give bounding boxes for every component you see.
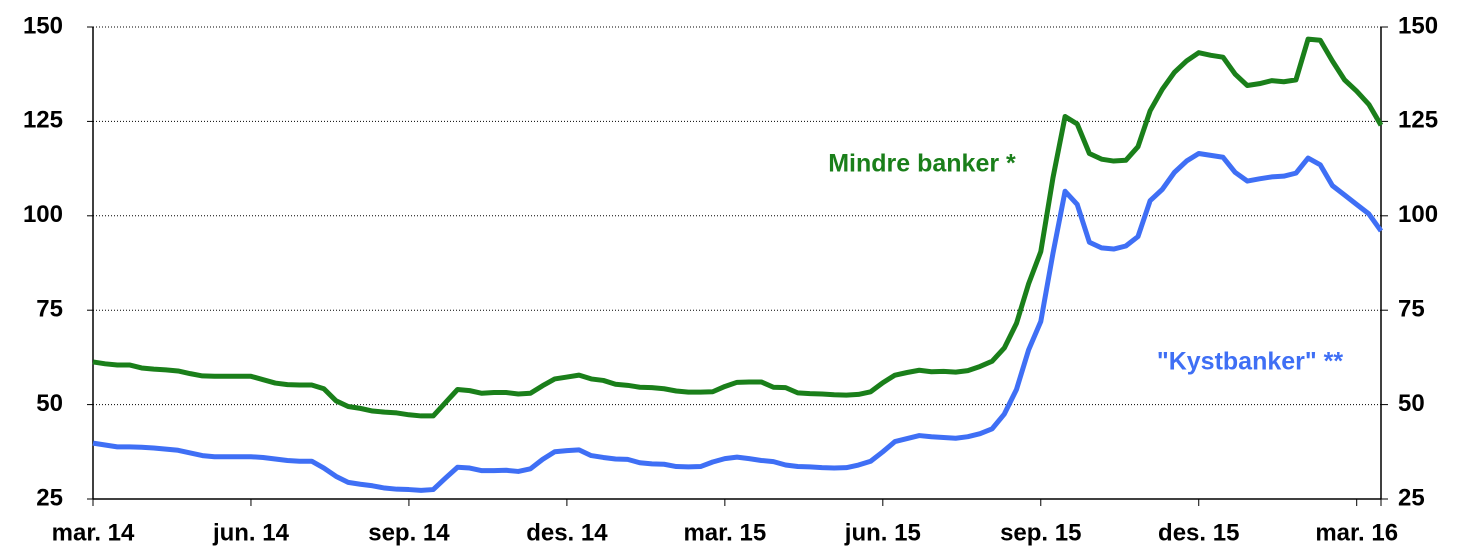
x-tick-label: mar. 15: [683, 519, 766, 546]
x-tick-label: sep. 15: [1000, 519, 1081, 546]
y-tick-label: 100: [23, 201, 63, 228]
series-line: [92, 36, 1384, 419]
x-tick-label: jun. 15: [844, 519, 921, 546]
y2-tick-label: 100: [1398, 201, 1438, 228]
y2-tick-label: 125: [1398, 107, 1438, 134]
y-tick-label: 150: [23, 12, 63, 39]
series-label: Mindre banker *: [828, 150, 1016, 178]
y2-tick-label: 75: [1398, 296, 1425, 323]
y-tick-label: 25: [36, 484, 63, 511]
x-tick-label: mar. 14: [52, 519, 135, 546]
x-tick-label: des. 15: [1158, 519, 1239, 546]
y-tick-label: 125: [23, 107, 63, 134]
y2-tick-label: 25: [1398, 484, 1425, 511]
series-label: "Kystbanker" **: [1157, 348, 1344, 376]
x-tick-label: jun. 14: [212, 519, 290, 546]
y-tick-label: 50: [36, 390, 63, 417]
x-tick-label: sep. 14: [368, 519, 450, 546]
y-tick-label: 75: [36, 296, 63, 323]
series-line: [92, 151, 1384, 493]
y2-tick-label: 50: [1398, 390, 1425, 417]
x-tick-label: des. 14: [526, 519, 608, 546]
x-tick-label: mar. 16: [1315, 519, 1398, 546]
y2-tick-label: 150: [1398, 12, 1438, 39]
